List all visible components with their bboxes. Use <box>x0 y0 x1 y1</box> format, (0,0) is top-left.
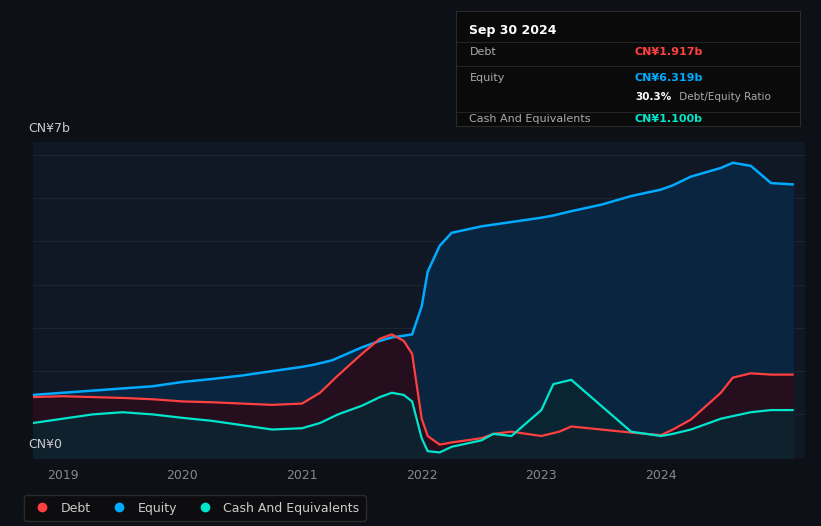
Text: CN¥6.319b: CN¥6.319b <box>635 73 704 83</box>
Text: CN¥0: CN¥0 <box>29 438 62 451</box>
Text: Debt: Debt <box>470 47 496 57</box>
Legend: Debt, Equity, Cash And Equivalents: Debt, Equity, Cash And Equivalents <box>24 495 365 521</box>
Text: Cash And Equivalents: Cash And Equivalents <box>470 114 591 124</box>
Text: CN¥1.100b: CN¥1.100b <box>635 114 703 124</box>
Text: Debt/Equity Ratio: Debt/Equity Ratio <box>677 92 771 103</box>
Text: 30.3%: 30.3% <box>635 92 672 103</box>
Text: CN¥1.917b: CN¥1.917b <box>635 47 704 57</box>
Text: Sep 30 2024: Sep 30 2024 <box>470 24 557 37</box>
Text: Equity: Equity <box>470 73 505 83</box>
Text: CN¥7b: CN¥7b <box>29 123 71 135</box>
